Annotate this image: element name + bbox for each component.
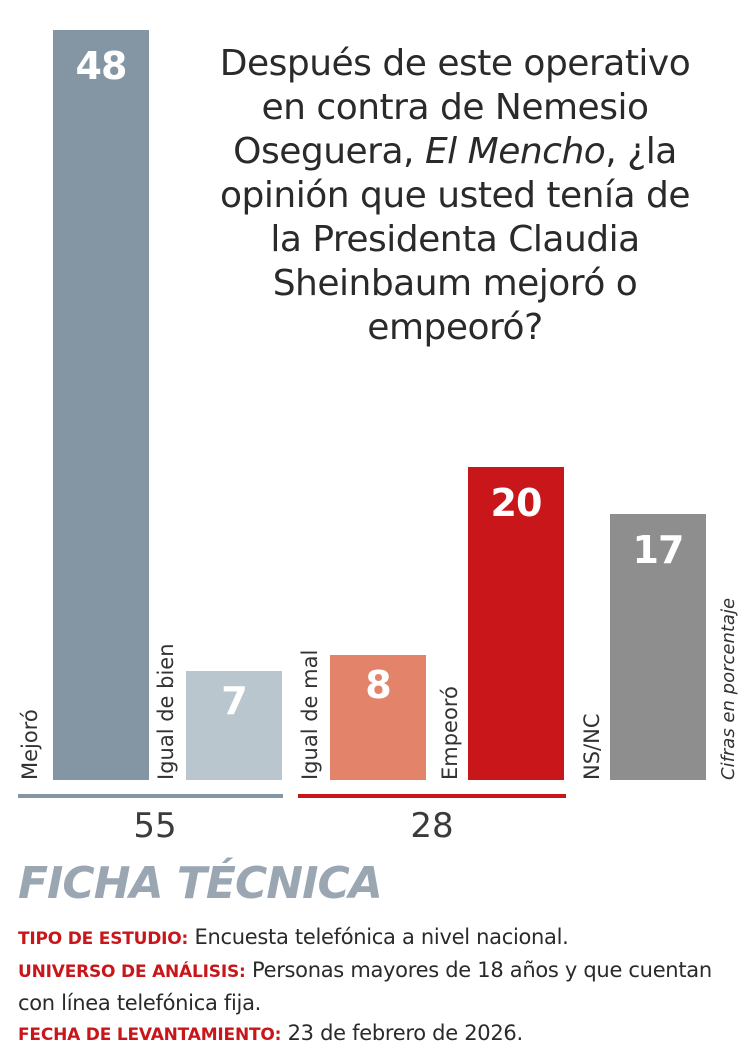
title-text-before: Después de este operativo en contra de N… xyxy=(219,43,691,172)
bar-value-ns-nc: 17 xyxy=(632,528,685,572)
bar-value-empeoro: 20 xyxy=(490,481,543,525)
group-total-positive: 55 xyxy=(133,806,177,846)
ficha-tipo-value: Encuesta telefónica a nivel nacional. xyxy=(188,925,569,949)
ficha-universo-key: UNIVERSO DE ANÁLISIS: xyxy=(18,962,246,982)
bar-value-igual-de-mal: 8 xyxy=(365,663,391,707)
ficha-universo: UNIVERSO DE ANÁLISIS: Personas mayores d… xyxy=(18,955,738,1019)
ficha-fecha-value: 23 de febrero de 2026. xyxy=(281,1021,524,1045)
group-total-negative: 28 xyxy=(410,806,454,846)
title-text-after: , ¿la opinión que usted tenía de la Pres… xyxy=(220,131,690,348)
ficha-universo-value: Personas mayores de 18 años y que cuenta… xyxy=(18,958,712,1015)
ficha-fecha-key: FECHA DE LEVANTAMIENTO: xyxy=(18,1025,282,1045)
ficha-tecnica-heading: FICHA TÉCNICA xyxy=(18,858,383,909)
units-note: Cifras en porcentaje xyxy=(718,597,739,780)
category-label-igual-de-mal: Igual de mal xyxy=(298,649,322,780)
category-label-empeoro: Empeoró xyxy=(438,686,462,780)
bar-igual-de-bien: 7 xyxy=(186,671,282,780)
bar-value-igual-de-bien: 7 xyxy=(221,679,247,723)
group-rule-positive xyxy=(18,794,283,798)
bar-igual-de-mal: 8 xyxy=(330,655,426,780)
chart-title: Después de este operativo en contra de N… xyxy=(215,42,695,350)
ficha-tipo-de-estudio: TIPO DE ESTUDIO: Encuesta telefónica a n… xyxy=(18,922,738,955)
category-label-igual-de-bien: Igual de bien xyxy=(154,643,178,780)
category-label-mejoro: Mejoró xyxy=(18,709,42,780)
title-text-italic: El Mencho xyxy=(424,131,606,172)
bar-ns-nc: 17 xyxy=(610,514,706,780)
category-label-ns-nc: NS/NC xyxy=(580,713,604,781)
bar-value-mejoro: 48 xyxy=(75,44,128,88)
bar-mejoro: 48 xyxy=(53,30,149,780)
group-rule-negative xyxy=(298,794,566,798)
ficha-tipo-key: TIPO DE ESTUDIO: xyxy=(18,929,189,949)
bar-empeoro: 20 xyxy=(468,467,564,780)
ficha-fecha: FECHA DE LEVANTAMIENTO: 23 de febrero de… xyxy=(18,1018,738,1051)
